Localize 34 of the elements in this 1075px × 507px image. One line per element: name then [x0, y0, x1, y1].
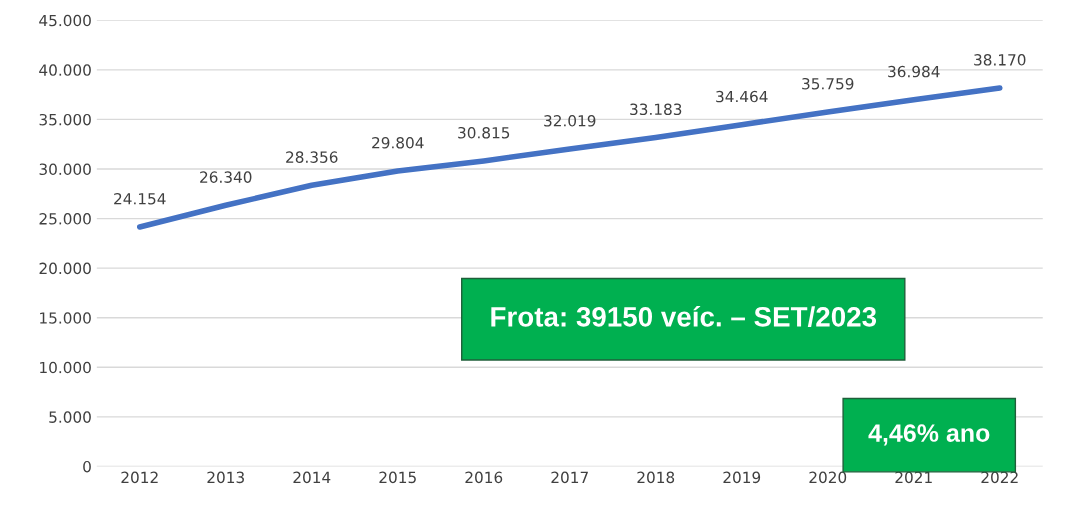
- y-tick-label: 20.000: [39, 262, 91, 275]
- x-tick-label: 2018: [637, 471, 675, 484]
- y-tick-label: 40.000: [39, 64, 91, 76]
- y-tick-label: 25.000: [39, 213, 91, 225]
- x-tick-label: 2021: [895, 471, 932, 484]
- x-tick-label: 2014: [293, 471, 331, 484]
- y-tick-label: 45.000: [39, 14, 91, 27]
- annotation: 4,46% ano: [868, 424, 990, 446]
- x-tick-label: 2022: [981, 471, 1018, 484]
- y-tick-label: 30.000: [39, 163, 91, 176]
- x-tick-label: 2013: [207, 471, 244, 484]
- y-tick-label: 0: [83, 460, 91, 473]
- x-tick-label: 2016: [465, 471, 503, 484]
- data-label: 36.984: [888, 65, 940, 78]
- data-label: 32.019: [544, 115, 596, 127]
- data-label: 28.356: [286, 151, 338, 163]
- x-tick-label: 2020: [809, 471, 847, 484]
- data-label: 24.154: [114, 193, 166, 205]
- data-label: 38.170: [974, 54, 1026, 66]
- data-label: 34.464: [716, 90, 768, 103]
- y-tick-label: 10.000: [40, 361, 91, 374]
- data-label: 30.815: [458, 126, 510, 139]
- annotation: Frota: 39150 veíc. – SET/2023: [491, 306, 877, 327]
- x-tick-label: 2012: [121, 471, 158, 484]
- data-label: 33.183: [630, 103, 682, 116]
- data-label: 26.340: [200, 171, 252, 183]
- data-label: 29.804: [372, 136, 424, 149]
- x-tick-label: 2017: [551, 471, 588, 484]
- y-tick-label: 5.000: [49, 411, 91, 423]
- x-tick-label: 2015: [379, 471, 416, 484]
- data-label: 35.759: [802, 77, 854, 90]
- y-tick-label: 15.000: [40, 312, 91, 324]
- y-tick-label: 35.000: [39, 113, 91, 126]
- x-tick-label: 2019: [723, 471, 761, 484]
